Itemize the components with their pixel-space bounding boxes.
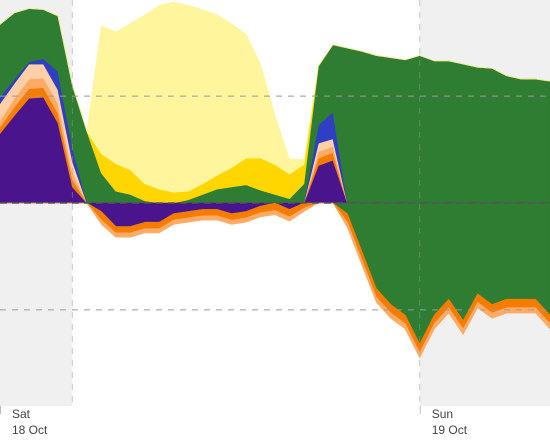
area-series-s_pale_yellow xyxy=(0,1,550,193)
x-tick-date-0: 18 Oct xyxy=(12,423,48,437)
x-tick-day-1: Sun xyxy=(432,407,453,421)
x-tick-date-1: 19 Oct xyxy=(432,423,468,437)
x-axis-ticks: Sat 18 Oct Sun 19 Oct xyxy=(0,406,468,437)
x-tick-day-0: Sat xyxy=(12,407,31,421)
area-series-n_light_orange xyxy=(0,202,550,359)
grid-lines xyxy=(0,0,550,406)
